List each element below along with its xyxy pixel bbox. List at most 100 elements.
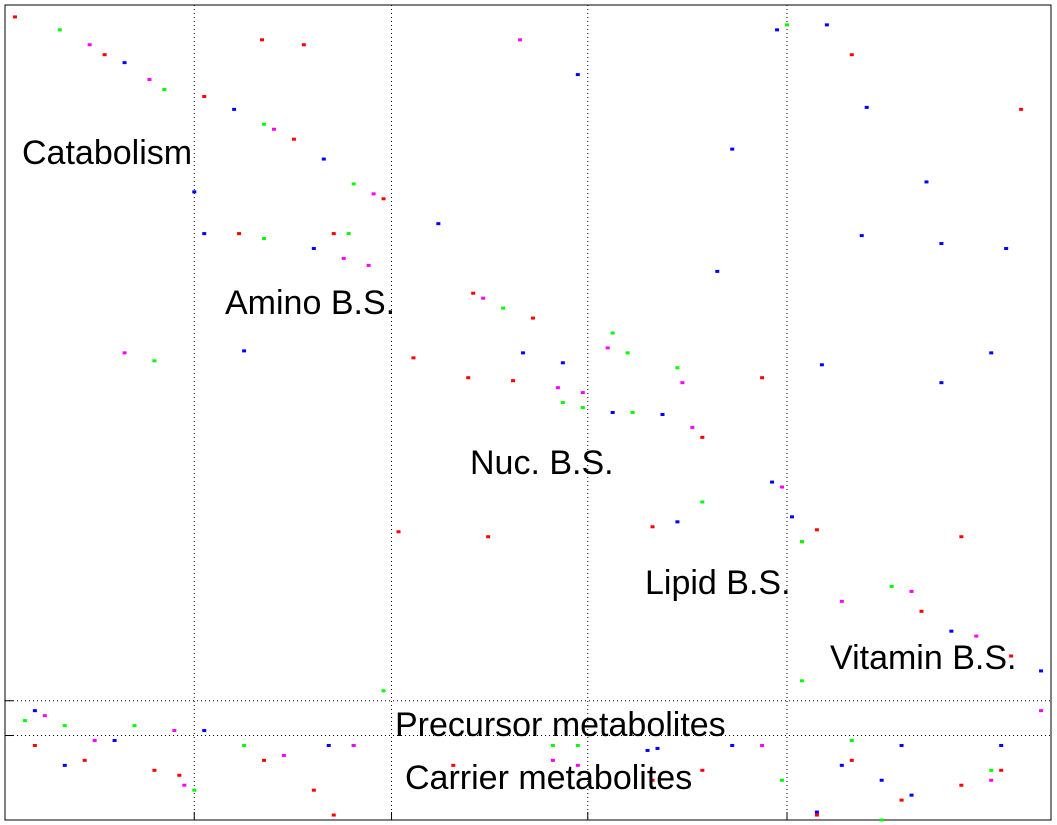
point	[715, 269, 720, 273]
point	[331, 232, 336, 236]
point	[550, 743, 555, 747]
point	[202, 232, 207, 236]
point	[501, 306, 506, 310]
point	[132, 724, 137, 728]
point	[351, 743, 356, 747]
point	[655, 746, 660, 750]
annotation: Amino B.S.	[225, 284, 395, 322]
point	[650, 778, 655, 782]
point	[1004, 247, 1009, 251]
point	[192, 788, 197, 792]
point	[989, 778, 994, 782]
point	[690, 425, 695, 429]
point	[650, 525, 655, 529]
point	[486, 535, 491, 539]
point	[396, 530, 401, 534]
point	[381, 689, 386, 693]
annotation: Precursor metabolites	[395, 706, 726, 744]
point	[331, 813, 336, 817]
point	[262, 122, 267, 126]
point	[610, 411, 615, 414]
point	[780, 485, 785, 489]
point	[849, 738, 854, 742]
point	[819, 363, 824, 367]
point	[924, 180, 929, 184]
point	[341, 256, 346, 260]
point	[366, 263, 371, 267]
point	[700, 768, 705, 772]
point	[242, 349, 247, 353]
point	[162, 87, 167, 91]
point	[1009, 654, 1014, 658]
point	[371, 192, 376, 196]
point	[814, 813, 819, 817]
point	[260, 38, 265, 42]
point	[152, 768, 157, 772]
point	[147, 78, 152, 82]
annotation: Carrier metabolites	[405, 759, 692, 797]
point	[630, 411, 635, 414]
point	[152, 359, 157, 363]
point	[351, 182, 356, 186]
point	[346, 232, 351, 236]
point	[202, 94, 207, 98]
point	[939, 381, 944, 385]
point	[575, 743, 580, 747]
point	[242, 743, 247, 747]
point	[92, 738, 97, 742]
point	[232, 107, 237, 111]
point	[122, 61, 127, 65]
point	[22, 719, 27, 723]
point	[889, 584, 894, 588]
point	[436, 222, 441, 226]
point	[177, 773, 182, 777]
point	[849, 53, 854, 57]
point	[675, 366, 680, 370]
point	[42, 714, 47, 718]
point	[237, 232, 242, 236]
point	[321, 157, 326, 161]
point	[959, 535, 964, 539]
point	[281, 753, 286, 757]
point	[700, 435, 705, 439]
point	[112, 738, 117, 742]
point	[411, 356, 416, 360]
point	[824, 23, 829, 27]
point	[919, 609, 924, 613]
point	[989, 351, 994, 355]
annotation: Lipid B.S.	[645, 564, 791, 602]
point	[814, 810, 819, 814]
point	[87, 43, 92, 47]
point	[291, 137, 296, 141]
point	[518, 38, 523, 42]
annotation: Catabolism	[22, 134, 192, 172]
annotation: Nuc. B.S.	[470, 444, 614, 482]
point	[182, 783, 187, 787]
point	[675, 520, 680, 524]
point	[580, 406, 585, 410]
point	[311, 788, 316, 792]
point	[939, 242, 944, 246]
point	[760, 743, 765, 747]
point	[82, 758, 87, 762]
point	[381, 197, 386, 201]
point	[560, 361, 565, 365]
point	[57, 28, 62, 32]
plot-frame	[4, 4, 1052, 821]
point	[775, 28, 780, 32]
point	[799, 540, 804, 544]
point	[262, 237, 267, 241]
point	[899, 798, 904, 802]
point	[730, 743, 735, 747]
point	[680, 381, 685, 385]
point	[879, 778, 884, 782]
point	[899, 743, 904, 747]
point	[625, 351, 630, 355]
point	[202, 729, 207, 733]
point	[560, 401, 565, 405]
point	[839, 763, 844, 767]
point	[575, 763, 580, 767]
point	[471, 291, 476, 295]
point	[122, 351, 127, 355]
